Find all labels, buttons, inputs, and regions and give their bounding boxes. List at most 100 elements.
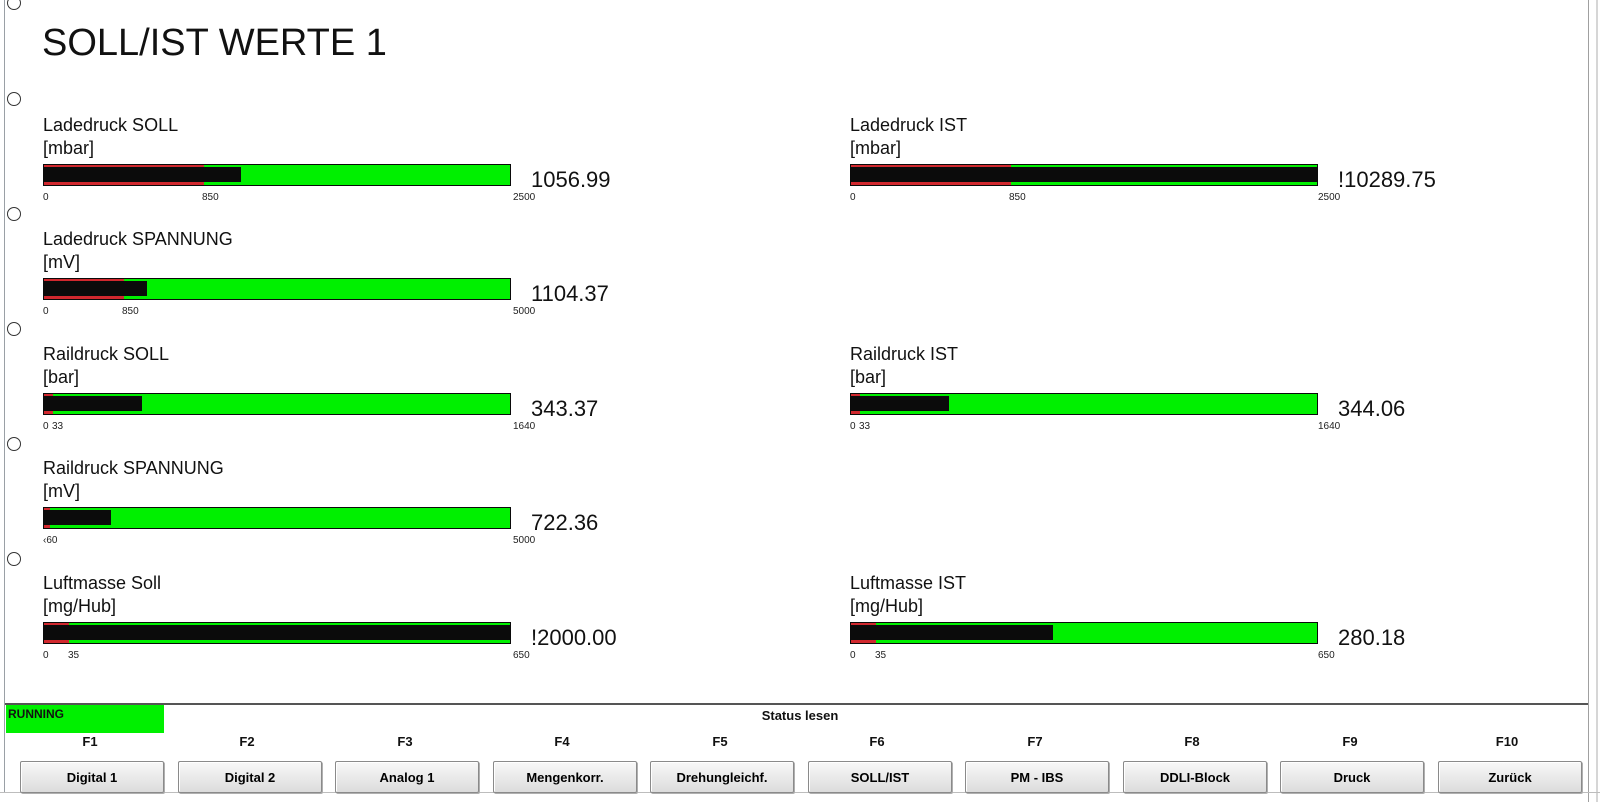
gauge-bar [43, 278, 511, 300]
pm-ibs-button[interactable]: PM - IBS [965, 761, 1109, 793]
gauge-tick-max: 650 [1318, 650, 1335, 661]
gauge-ladedruck-soll: Ladedruck SOLL [mbar] 1056.99 0 850 2500 [43, 115, 611, 235]
gauge-indicator [851, 625, 1053, 640]
gauge-unit: [mg/Hub] [850, 596, 924, 616]
fkey-label-f4: F4 [554, 734, 570, 749]
gauge-unit: [mV] [43, 252, 81, 272]
gauge-tick-max: 5000 [513, 306, 536, 317]
gauge-value: 1104.37 [531, 281, 609, 306]
gauge-tick-max: 1640 [513, 421, 536, 432]
gauge-indicator [851, 396, 949, 411]
ring-hole-icon [7, 92, 21, 106]
gauge-tick-mark: 35 [68, 650, 80, 661]
gauge-bar [850, 622, 1318, 644]
gauge-tick-min: 0 [43, 306, 49, 317]
gauge-bar [43, 507, 511, 529]
gauge-unit: [mbar] [850, 138, 902, 158]
status-lesen-label: Status lesen [761, 708, 839, 723]
analog-1-button[interactable]: Analog 1 [335, 761, 479, 793]
gauge-tick-min: 0 [850, 192, 856, 203]
gauge-value: !10289.75 [1338, 167, 1436, 192]
gauge-tick-mark: 33 [52, 421, 64, 432]
gauge-tick-max: 1640 [1318, 421, 1341, 432]
drehungleichf-button[interactable]: Drehungleichf. [650, 761, 794, 793]
ring-hole-icon [7, 0, 21, 10]
ring-hole-icon [7, 437, 21, 451]
gauge-label: Raildruck IST [850, 344, 959, 364]
window-bottom-border [0, 792, 1600, 793]
gauge-tick-min: 0 [43, 650, 49, 661]
gauge-value: 343.37 [531, 396, 599, 421]
gauge-tick-min: 0 [850, 421, 856, 432]
window-right-border [1588, 0, 1589, 802]
gauge-unit: [bar] [850, 367, 887, 387]
gauge-raildruck-spannung: Raildruck SPANNUNG [mV] 722.36 ‹60 5000 [43, 458, 598, 578]
running-status-badge: RUNNING [6, 705, 164, 733]
gauge-ladedruck-ist: Ladedruck IST [mbar] !10289.75 0 850 250… [850, 115, 1436, 235]
mengenkorr-button[interactable]: Mengenkorr. [493, 761, 637, 793]
fkey-label-f7: F7 [1027, 734, 1043, 749]
gauge-label: Raildruck SPANNUNG [43, 458, 224, 478]
ring-hole-icon [7, 552, 21, 566]
ring-hole-icon [7, 322, 21, 336]
gauge-tick-mark: 850 [202, 192, 219, 203]
soll-ist-button[interactable]: SOLL/IST [808, 761, 952, 793]
gauge-bar [43, 393, 511, 415]
fkey-label-f6: F6 [869, 734, 885, 749]
fkey-label-f10: F10 [1495, 734, 1519, 749]
gauge-label: Ladedruck SOLL [43, 115, 179, 135]
gauge-tick-min: 0 [43, 192, 49, 203]
gauge-tick-max: 5000 [513, 535, 536, 546]
gauge-value: 1056.99 [531, 167, 611, 192]
gauge-label: Ladedruck SPANNUNG [43, 229, 233, 249]
gauge-tick-mark: 35 [875, 650, 887, 661]
gauge-tick-mark: 850 [122, 306, 139, 317]
gauge-tick-min: 0 [43, 421, 49, 432]
gauge-tick-min: 0 [850, 650, 856, 661]
gauge-unit: [bar] [43, 367, 80, 387]
gauge-label: Raildruck SOLL [43, 344, 170, 364]
status-divider [5, 703, 1588, 705]
fkey-label-f1: F1 [82, 734, 98, 749]
fkey-label-f3: F3 [397, 734, 413, 749]
ring-hole-icon [7, 207, 21, 221]
gauge-bar [850, 393, 1318, 415]
gauge-luftmasse-ist: Luftmasse IST [mg/Hub] 280.18 0 35 650 [850, 573, 1405, 693]
gauge-bar [43, 164, 511, 186]
running-status-text: RUNNING [8, 707, 64, 721]
gauge-unit: [mV] [43, 481, 81, 501]
gauge-indicator [44, 167, 241, 182]
window-right-edge [1596, 0, 1598, 802]
gauge-bar [43, 622, 511, 644]
gauge-bar [850, 164, 1318, 186]
gauge-value: 280.18 [1338, 625, 1406, 650]
gauge-tick-max: 2500 [1318, 192, 1341, 203]
gauge-value: 722.36 [531, 510, 599, 535]
fkey-label-f5: F5 [712, 734, 728, 749]
gauge-tick-mark: 33 [859, 421, 871, 432]
fkey-label-f2: F2 [239, 734, 255, 749]
gauge-label: Ladedruck IST [850, 115, 968, 135]
druck-button[interactable]: Druck [1280, 761, 1424, 793]
gauge-value: !2000.00 [531, 625, 617, 650]
zurueck-button[interactable]: Zurück [1438, 761, 1582, 793]
gauge-indicator [44, 625, 510, 640]
gauge-indicator [44, 396, 142, 411]
gauge-label: Luftmasse IST [850, 573, 967, 593]
digital-1-button[interactable]: Digital 1 [20, 761, 164, 793]
gauge-luftmasse-soll: Luftmasse Soll [mg/Hub] !2000.00 0 35 65… [43, 573, 617, 693]
gauge-raildruck-soll: Raildruck SOLL [bar] 343.37 0 33 1640 [43, 344, 598, 464]
digital-2-button[interactable]: Digital 2 [178, 761, 322, 793]
gauge-indicator [44, 510, 111, 525]
gauge-tick-max: 650 [513, 650, 530, 661]
gauge-value: 344.06 [1338, 396, 1406, 421]
ddli-block-button[interactable]: DDLI-Block [1123, 761, 1267, 793]
gauge-ladedruck-spannung: Ladedruck SPANNUNG [mV] 1104.37 0 850 50… [43, 229, 609, 349]
window-left-border [4, 0, 5, 792]
gauge-unit: [mbar] [43, 138, 95, 158]
gauge-indicator [851, 167, 1317, 182]
gauge-indicator [44, 281, 147, 296]
fkey-label-f8: F8 [1184, 734, 1200, 749]
gauge-unit: [mg/Hub] [43, 596, 117, 616]
gauge-raildruck-ist: Raildruck IST [bar] 344.06 0 33 1640 [850, 344, 1405, 464]
